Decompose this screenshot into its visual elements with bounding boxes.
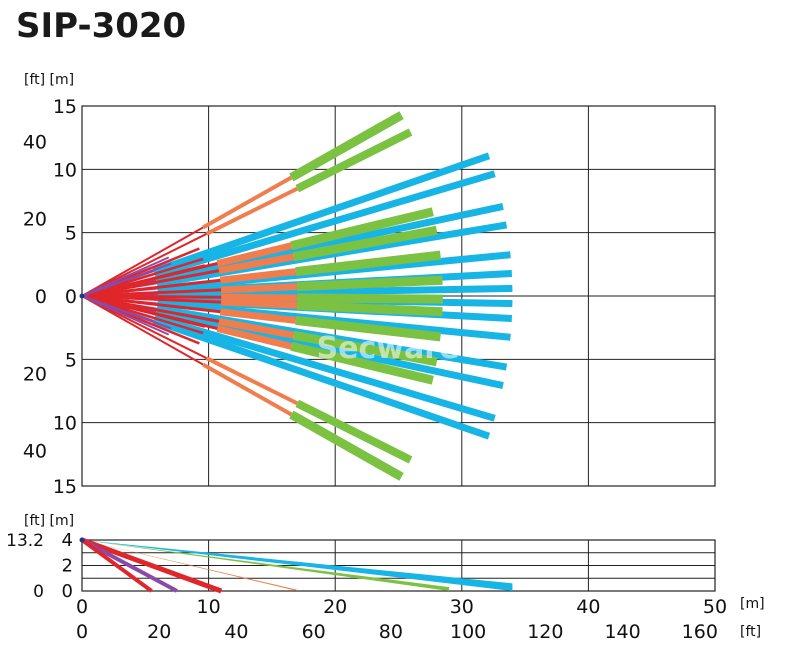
- top-view-beams: [79, 111, 513, 481]
- beam-segment: [157, 284, 513, 299]
- x-m-tick-label: 30: [450, 596, 474, 618]
- beam-segment: [220, 283, 298, 294]
- beam-segment: [153, 170, 496, 278]
- beam-segment: [205, 356, 299, 406]
- beam-segment: [218, 253, 295, 275]
- sensor-origin: [79, 293, 85, 299]
- m-tick-label: 15: [53, 96, 77, 118]
- beam-segment: [216, 325, 293, 350]
- x-m-tick-label: 40: [576, 596, 600, 618]
- side-beam-red: [81, 537, 223, 594]
- beam-segment: [81, 294, 222, 304]
- side-ft-tick-label: 0: [33, 582, 44, 602]
- beam-segment: [295, 250, 442, 277]
- x-ft-tick-label: 20: [147, 621, 171, 643]
- page-title: SIP-3020: [16, 6, 187, 46]
- beam-segment: [81, 295, 204, 366]
- x-ft-tick-label: 60: [302, 621, 326, 643]
- beam-segment: [220, 298, 298, 309]
- sensor-origin: [79, 537, 85, 543]
- beam-segment: [202, 175, 293, 230]
- beam-segment: [295, 399, 413, 464]
- beam-segment: [295, 315, 442, 342]
- m-tick-label: 15: [53, 476, 77, 498]
- beam-segment: [289, 410, 404, 481]
- ft-tick-label: 40: [23, 441, 47, 463]
- x-ft-tick-label: 80: [379, 621, 403, 643]
- ft-tick-label: 0: [35, 286, 47, 308]
- x-unit-ft: [ft]: [740, 624, 761, 640]
- beam-segment: [205, 186, 299, 236]
- m-tick-label: 5: [65, 349, 77, 371]
- side-beam-green: [82, 540, 450, 591]
- side-beam-orange: [82, 540, 298, 591]
- beam-segment: [81, 294, 221, 314]
- x-ft-tick-label: 140: [604, 621, 640, 643]
- beam-segment: [155, 308, 504, 389]
- side-m-tick-label: 2: [62, 556, 73, 577]
- m-tick-label: 0: [65, 286, 77, 308]
- beam-segment: [295, 128, 413, 193]
- beam-segment: [219, 308, 297, 324]
- ft-tick-label: 40: [23, 131, 47, 153]
- m-tick-label: 5: [65, 223, 77, 245]
- beam-segment: [152, 152, 491, 275]
- x-ft-tick-label: 120: [527, 621, 563, 643]
- ft-tick-label: 20: [23, 209, 47, 231]
- beam-segment: [81, 278, 221, 298]
- beam-segment: [296, 300, 443, 317]
- x-ft-tick-label: 40: [224, 621, 248, 643]
- beam-segment: [290, 341, 434, 385]
- side-beam-red-short: [80, 538, 153, 593]
- beam-segment: [81, 295, 172, 330]
- beam-segment: [81, 232, 208, 297]
- top-view-units: [ft] [m]: [24, 72, 74, 88]
- beam-segment: [218, 317, 295, 339]
- beam-segment: [81, 269, 220, 298]
- beam-segment: [81, 295, 208, 360]
- side-beam-purple: [81, 538, 178, 593]
- side-ft-tick-label: 13.2: [6, 531, 44, 551]
- beam-segment: [219, 268, 297, 284]
- x-ft-tick-label: 100: [450, 621, 486, 643]
- beam-segment: [290, 207, 434, 251]
- beam-segment: [292, 225, 438, 262]
- x-ft-tick-label: 160: [682, 621, 718, 643]
- side-view-beams: [79, 537, 513, 594]
- ft-tick-label: 20: [23, 363, 47, 385]
- beam-segment: [155, 203, 504, 284]
- x-unit-m: [m]: [740, 596, 765, 612]
- side-m-tick-label: 0: [62, 581, 73, 602]
- beam-segment: [216, 242, 293, 267]
- side-m-tick-label: 4: [62, 530, 73, 551]
- beam-segment: [289, 111, 404, 182]
- m-tick-label: 10: [53, 159, 77, 181]
- side-view-units: [ft] [m]: [24, 513, 74, 529]
- watermark: Secware: [317, 331, 460, 366]
- beam-segment: [221, 293, 298, 302]
- beam-segment: [81, 295, 170, 336]
- x-m-tick-label: 0: [76, 596, 88, 618]
- beam-segment: [152, 317, 491, 440]
- beam-segment: [296, 275, 443, 292]
- beam-segment: [81, 256, 170, 297]
- beam-segment: [81, 264, 206, 298]
- m-tick-label: 10: [53, 413, 77, 435]
- side-beam-blue: [82, 540, 513, 591]
- beam-segment: [81, 294, 204, 335]
- beam-segment: [202, 362, 293, 417]
- x-m-tick-label: 10: [197, 596, 221, 618]
- x-m-tick-label: 20: [323, 596, 347, 618]
- beam-segment: [81, 262, 172, 297]
- x-ft-tick-label: 0: [76, 621, 88, 643]
- beam-segment: [297, 293, 443, 304]
- x-m-tick-label: 50: [703, 596, 727, 618]
- beam-segment: [153, 314, 496, 422]
- beam-segment: [81, 226, 204, 297]
- beam-segment: [292, 330, 438, 367]
